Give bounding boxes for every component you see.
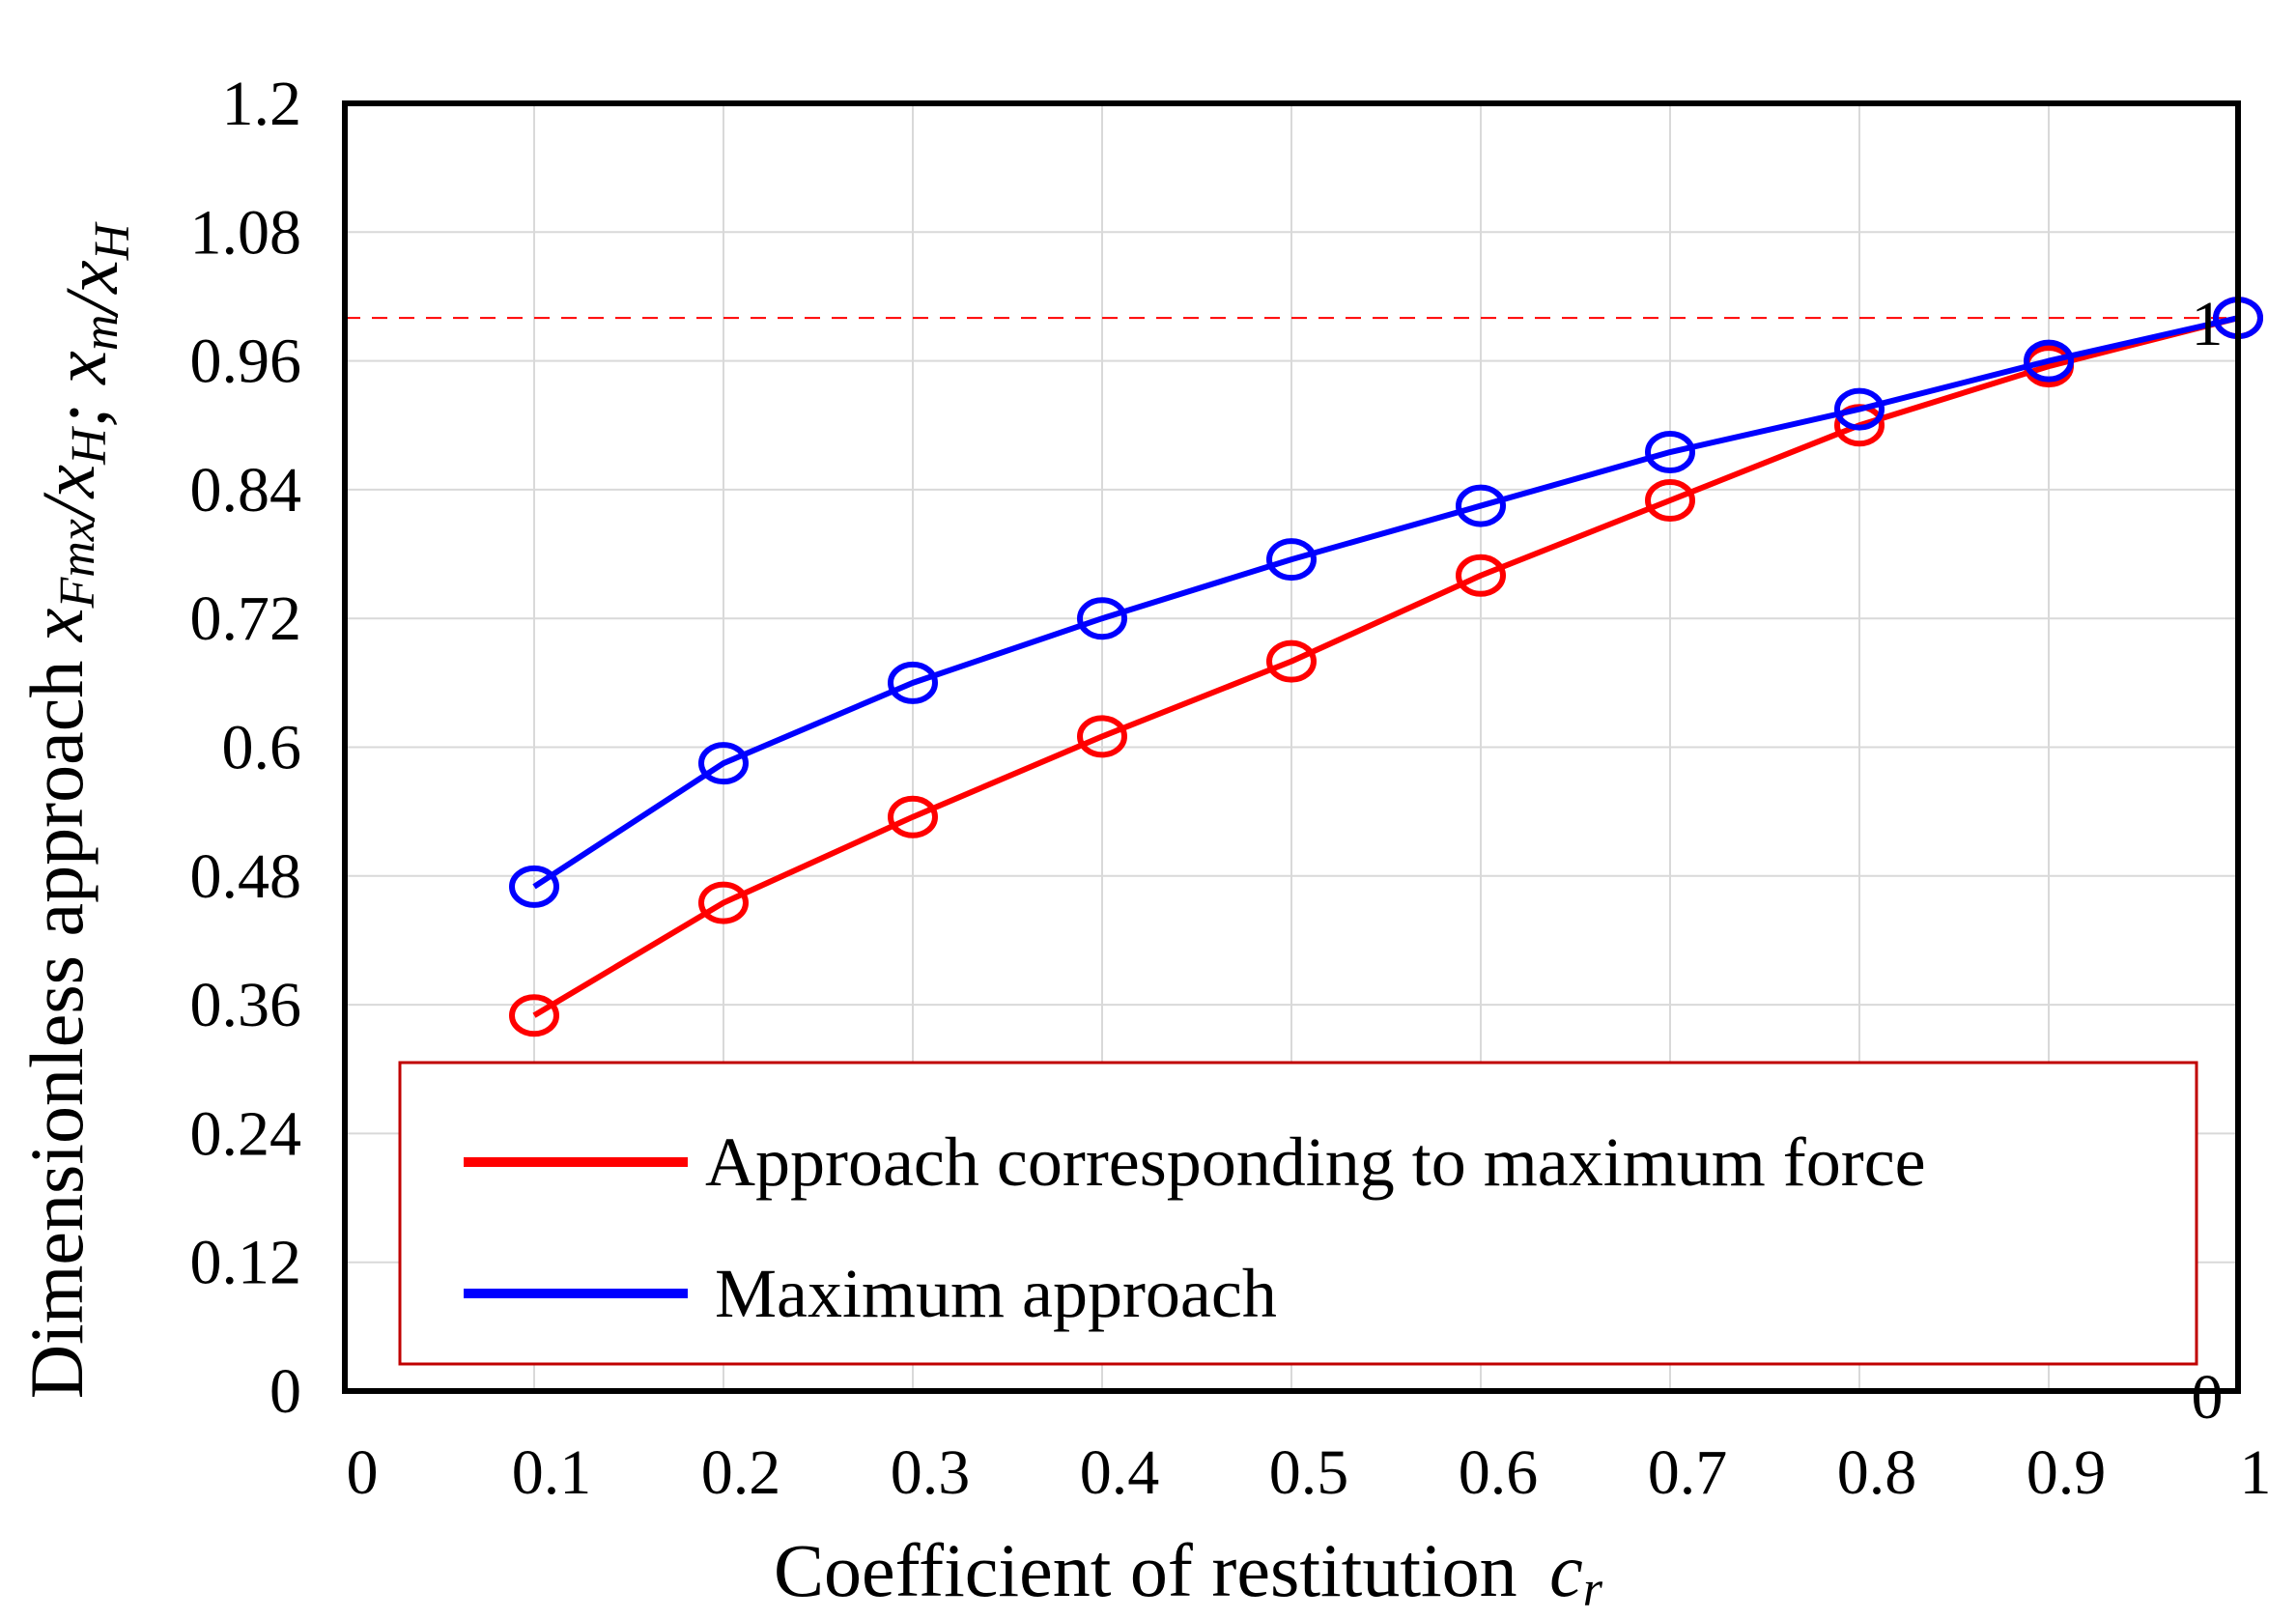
y-axis-separator-3: ; <box>38 384 122 428</box>
x-axis-title-symbol-sub: r <box>1583 1562 1603 1617</box>
y-tick-label-8: 0.96 <box>190 327 302 397</box>
y-axis-symbol-sub-2: H <box>62 426 117 466</box>
y-axis-symbol-2: x <box>26 464 110 498</box>
x-tick-labels: 0 0.1 0.2 0.3 0.4 0.5 0.6 0.7 0.8 0.9 1 <box>347 1437 2272 1508</box>
x-tick-label-6: 0.6 <box>1459 1437 1539 1508</box>
x-tick-label-4: 0.4 <box>1080 1437 1160 1508</box>
y-axis-symbol-sub-6: H <box>85 221 140 261</box>
annotation-1: 0 <box>2192 1362 2224 1433</box>
y-tick-label-7: 0.84 <box>190 455 302 525</box>
y-axis-title: Dimensionless approach xFmx/xH; xm/xH <box>14 221 140 1399</box>
y-tick-label-1: 0.12 <box>190 1228 302 1298</box>
data-point-1-7 <box>1834 387 1885 431</box>
x-tick-label-9: 0.9 <box>2027 1437 2107 1508</box>
y-tick-label-2: 0.24 <box>190 1098 302 1169</box>
data-point-1-8 <box>2024 339 2074 383</box>
legend-label-1: Maximum approach <box>715 1255 1277 1332</box>
series-line-0 <box>532 315 2239 1018</box>
y-axis-symbol-sub-4: m <box>73 315 128 352</box>
y-axis-symbol-sub-0: Fmx <box>50 519 105 609</box>
y-tick-label-0: 0 <box>269 1356 301 1427</box>
y-tick-labels: 0 0.12 0.24 0.36 0.48 0.6 0.72 0.84 0.96 1.08 1.2 <box>190 69 302 1427</box>
y-axis-symbol-6: x <box>49 260 133 295</box>
legend-items: Approach corresponding to maximum force M… <box>464 1123 1926 1332</box>
x-tick-label-10: 1 <box>2240 1437 2272 1508</box>
data-point-1-5 <box>1456 484 1506 527</box>
y-tick-label-10: 1.2 <box>222 69 302 139</box>
y-tick-label-5: 0.6 <box>222 713 302 783</box>
x-axis-title: Coefficient of restitution cr <box>774 1528 1603 1617</box>
series-group <box>509 297 2263 1037</box>
data-point-1-1 <box>698 742 749 785</box>
y-axis-symbol-0: x <box>14 608 99 642</box>
data-point-0-6 <box>1645 479 1695 523</box>
data-point-0-4 <box>1266 639 1317 683</box>
legend-label-0: Approach corresponding to maximum force <box>705 1123 1926 1201</box>
x-tick-label-2: 0.2 <box>701 1437 781 1508</box>
series-line-1 <box>532 315 2239 890</box>
data-point-1-0 <box>509 865 559 908</box>
data-point-1-2 <box>888 661 938 704</box>
data-point-1-3 <box>1077 597 1127 640</box>
y-axis-title-text: Dimensionless approach <box>14 641 99 1399</box>
data-point-0-3 <box>1077 715 1127 758</box>
x-axis-title-symbol: c <box>1549 1528 1583 1612</box>
annotations: 10 <box>2192 289 2224 1433</box>
data-point-1-4 <box>1266 538 1317 582</box>
data-point-0-2 <box>888 795 938 838</box>
data-point-0-1 <box>698 881 749 924</box>
y-tick-label-9: 1.08 <box>190 197 302 268</box>
legend-box <box>398 1061 2198 1366</box>
x-tick-label-1: 0.1 <box>512 1437 592 1508</box>
y-tick-label-6: 0.72 <box>190 583 302 654</box>
data-point-0-5 <box>1456 554 1506 597</box>
x-tick-label-5: 0.5 <box>1269 1437 1349 1508</box>
series-1 <box>509 297 2263 908</box>
x-tick-label-0: 0 <box>347 1437 379 1508</box>
y-tick-label-3: 0.36 <box>190 970 302 1040</box>
x-axis-title-text: Coefficient of restitution <box>774 1528 1517 1612</box>
y-axis-symbol-4: x <box>38 351 122 385</box>
x-tick-label-3: 0.3 <box>891 1437 971 1508</box>
data-point-0-0 <box>509 994 559 1037</box>
plot-frame <box>342 100 2241 1394</box>
x-tick-label-7: 0.7 <box>1648 1437 1728 1508</box>
data-point-1-6 <box>1645 431 1695 474</box>
x-tick-label-8: 0.8 <box>1837 1437 1917 1508</box>
annotation-0: 1 <box>2192 289 2224 359</box>
legend: Approach corresponding to maximum force M… <box>398 1061 2198 1366</box>
y-tick-label-4: 0.48 <box>190 841 302 912</box>
